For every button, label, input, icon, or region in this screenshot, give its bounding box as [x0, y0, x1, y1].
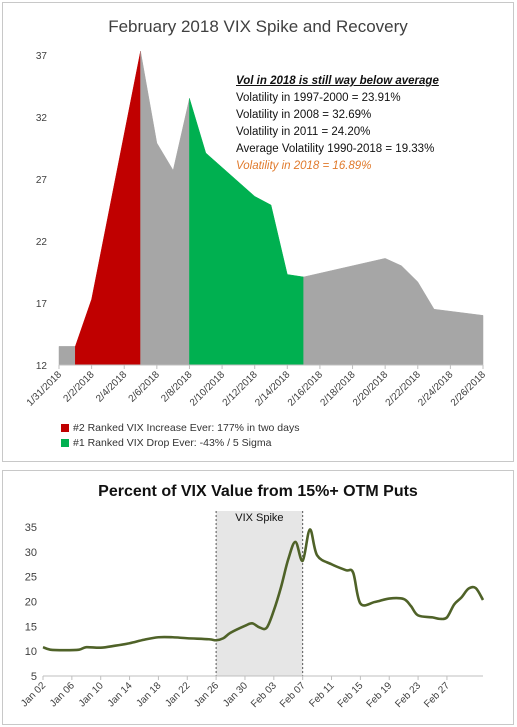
annotation-highlight: Volatility in 2018 = 16.89% [236, 160, 372, 172]
y-tick-label: 35 [25, 522, 37, 534]
x-tick-label: 2/26/2018 [449, 369, 489, 409]
x-tick-label: 2/6/2018 [127, 369, 163, 405]
annotation-line: Volatility in 1997-2000 = 23.91% [236, 92, 401, 104]
x-tick-label: Jan 14 [106, 680, 135, 709]
legend-label: #2 Ranked VIX Increase Ever: 177% in two… [73, 422, 300, 434]
x-tick-label: 2/2/2018 [61, 369, 97, 405]
y-tick-label: 27 [36, 175, 48, 186]
x-tick-label: Jan 06 [48, 680, 77, 709]
x-tick-label: Jan 26 [192, 680, 221, 709]
x-tick-label: Feb 03 [249, 680, 279, 710]
otm-puts-chart-panel: Percent of VIX Value from 15%+ OTM Puts … [2, 470, 514, 725]
x-tick-label: 2/4/2018 [94, 369, 130, 405]
y-tick-label: 32 [36, 113, 48, 124]
y-tick-label: 30 [25, 547, 37, 559]
legend-swatch-red [61, 424, 69, 433]
x-tick-label: Feb 07 [278, 680, 308, 710]
x-tick-label: Jan 02 [19, 680, 48, 709]
area-segment [303, 258, 484, 366]
x-tick-label: Feb 11 [307, 680, 337, 710]
legend-item-red: #2 Ranked VIX Increase Ever: 177% in two… [61, 421, 299, 436]
x-tick-label: Jan 18 [135, 680, 164, 709]
x-tick-label: Feb 23 [393, 680, 423, 710]
x-tick-label: Jan 22 [163, 680, 192, 709]
area-segment [58, 346, 76, 366]
annotation-header: Vol in 2018 is still way below average [236, 75, 439, 87]
annotation-line: Average Volatility 1990-2018 = 19.33% [236, 143, 435, 155]
x-tick-label: Feb 27 [422, 680, 452, 710]
y-tick-label: 12 [36, 361, 48, 372]
x-tick-label: Feb 19 [365, 680, 395, 710]
x-tick-label: 1/31/2018 [25, 369, 65, 409]
chart-title: February 2018 VIX Spike and Recovery [108, 17, 408, 36]
annotation-line: Volatility in 2008 = 32.69% [236, 109, 372, 121]
otm-puts-series-line [42, 528, 485, 652]
x-tick-label: Jan 10 [77, 680, 106, 709]
y-tick-label: 25 [25, 572, 37, 584]
y-tick-label: 15 [25, 621, 37, 633]
y-tick-label: 17 [36, 299, 48, 310]
legend-swatch-green [61, 439, 69, 448]
y-tick-label: 20 [25, 597, 37, 609]
vix-spike-plot: 12 17 22 27 32 37 1/31/20182/2/20182/4/20182/6… [25, 51, 489, 409]
vix-spike-region [216, 511, 303, 676]
otm-puts-plot: VIX Spike 5 10 15 20 25 30 35 Jan 02 Jan 06 Jan 10… [19, 511, 485, 710]
vix-spike-label: VIX Spike [235, 512, 283, 524]
annotation-line: Volatility in 2011 = 24.20% [236, 126, 371, 138]
x-tick-label: Feb 15 [336, 680, 366, 710]
legend-item-green: #1 Ranked VIX Drop Ever: -43% / 5 Sigma [61, 436, 299, 451]
legend-label: #1 Ranked VIX Drop Ever: -43% / 5 Sigma [73, 437, 272, 449]
y-tick-label: 37 [36, 51, 48, 62]
legend: #2 Ranked VIX Increase Ever: 177% in two… [61, 421, 299, 451]
chart-title: Percent of VIX Value from 15%+ OTM Puts [98, 483, 418, 500]
y-tick-label: 5 [31, 671, 37, 683]
area-segment [75, 51, 141, 366]
x-tick-label: Jan 30 [221, 680, 250, 709]
y-tick-label: 10 [25, 646, 37, 658]
y-tick-label: 22 [36, 237, 48, 248]
vix-spike-chart-panel: February 2018 VIX Spike and Recovery 12 1… [2, 2, 514, 462]
volatility-annotation: Vol in 2018 is still way below average V… [236, 73, 439, 175]
area-segment [140, 51, 190, 366]
